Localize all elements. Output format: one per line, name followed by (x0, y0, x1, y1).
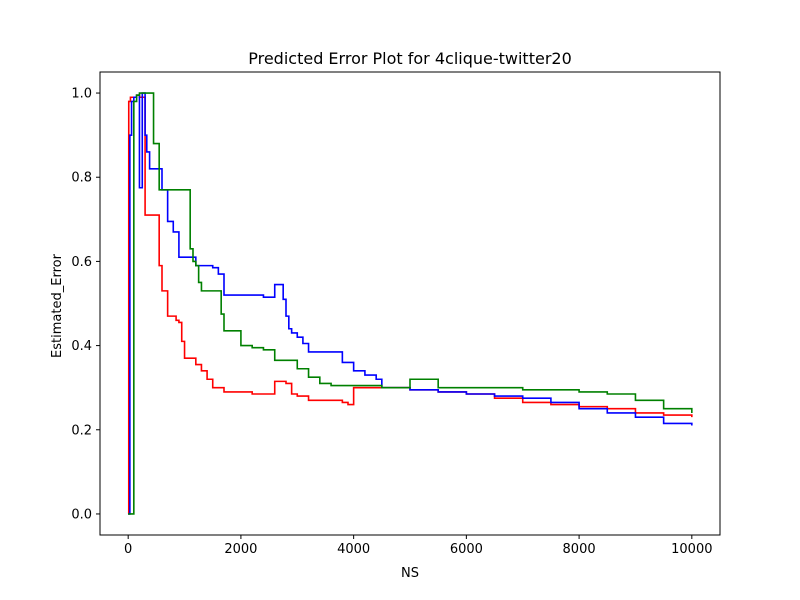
plot-area: 0 2000 4000 6000 8000 10000 0.0 0.2 0.4 0.6 0.8 1.0 (71, 71, 721, 557)
y-tick-label: 0.2 (71, 423, 92, 438)
plot-frame (99, 71, 721, 536)
x-tick-label: 10000 (671, 542, 712, 557)
series-line-2 (128, 92, 693, 515)
x-tick-label: 4000 (337, 542, 370, 557)
y-tick-label: 0.8 (71, 171, 92, 186)
x-tick-label: 6000 (450, 542, 483, 557)
y-tick-label: 0.0 (71, 507, 92, 522)
chart-title: Predicted Error Plot for 4clique-twitter… (248, 49, 572, 68)
y-tick-label: 1.0 (71, 87, 92, 102)
x-tick-label: 0 (124, 542, 132, 557)
plot-background (100, 72, 720, 535)
x-tick-label: 2000 (224, 542, 257, 557)
y-axis-label: Estimated_Error (50, 253, 65, 358)
series-line-3 (128, 92, 693, 515)
x-axis-label: NS (401, 566, 419, 581)
y-tick-label: 0.6 (71, 255, 92, 270)
y-tick-label: 0.4 (71, 339, 92, 354)
x-tick-label: 8000 (563, 542, 596, 557)
